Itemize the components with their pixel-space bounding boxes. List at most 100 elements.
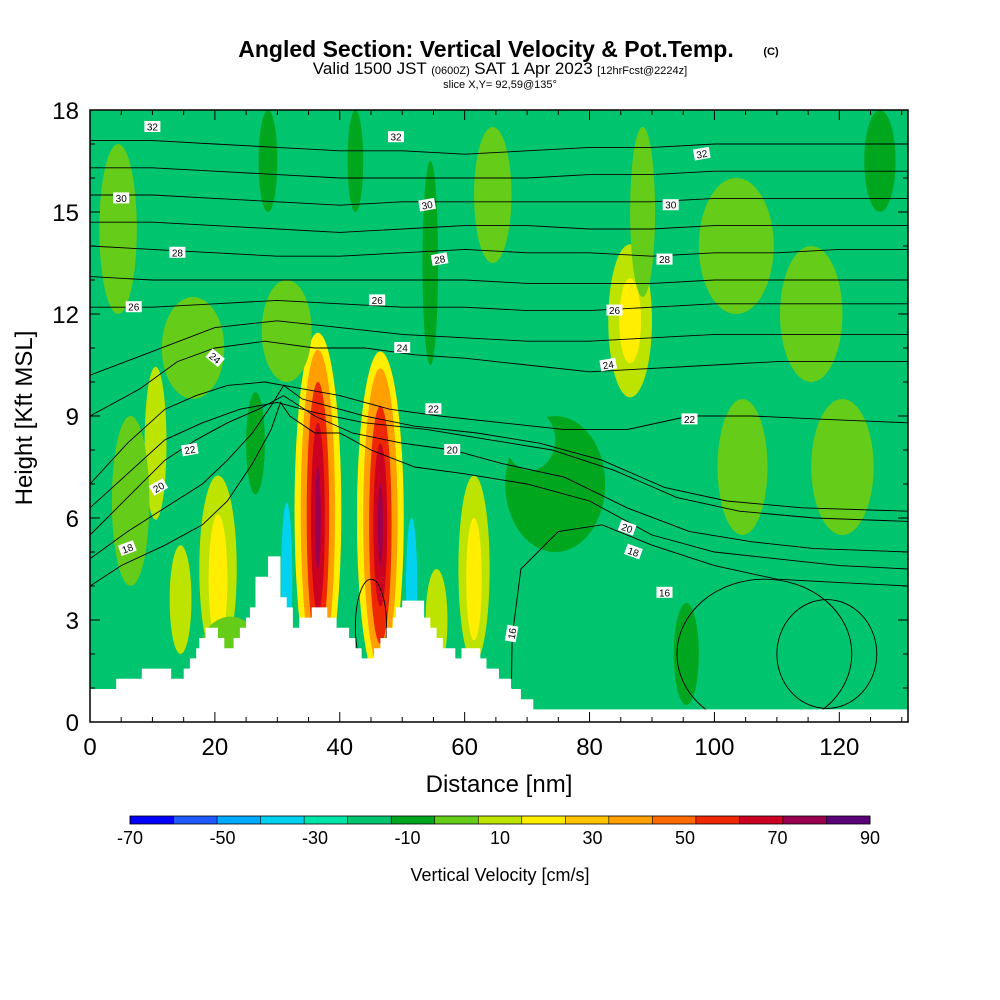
contour-label-text: 30 (421, 200, 434, 213)
contour-label: 32 (388, 131, 404, 144)
x-tick-label: 120 (819, 734, 859, 761)
theta-contour (90, 276, 908, 284)
contour-label: 26 (606, 304, 623, 317)
colorbar-tick-label: 70 (767, 828, 787, 848)
contour-label: 16 (504, 624, 520, 643)
chart-title: Angled Section: Vertical Velocity & Pot.… (238, 36, 733, 62)
velocity-cell (864, 110, 896, 212)
y-tick-label: 3 (66, 608, 79, 635)
x-tick-label: 40 (326, 734, 353, 761)
contour-label-bg (369, 294, 386, 306)
theta-contour-22 (90, 381, 908, 485)
contour-label-text: 24 (602, 360, 615, 373)
velocity-cell (619, 278, 642, 364)
contour-label-bg (180, 442, 199, 457)
contour-label-text: 30 (665, 201, 677, 212)
colorbar-swatch (826, 816, 871, 824)
contour-label: 28 (169, 246, 186, 259)
velocity-cell (630, 127, 656, 297)
contour-label: 16 (656, 586, 673, 599)
x-axis-label: Distance [nm] (426, 771, 573, 798)
contour-label-text: 16 (659, 588, 671, 599)
contour-label: 30 (418, 197, 436, 213)
colorbar-tick-label: -30 (302, 828, 328, 848)
contour-label: 18 (117, 540, 137, 557)
contour-label: 30 (113, 192, 130, 205)
contour-label-bg (148, 478, 169, 496)
contour-label-bg (205, 348, 225, 368)
contour-label-text: 22 (684, 415, 696, 426)
y-tick-label: 6 (66, 506, 79, 533)
colorbar-swatch (391, 816, 436, 824)
theta-contour-18 (90, 401, 908, 587)
theta-contour-28 (90, 245, 908, 257)
colorbar-tick-label: 30 (582, 828, 602, 848)
colorbar-swatch (434, 816, 479, 824)
y-axis-label: Height [Kft MSL] (11, 331, 38, 506)
x-axis: 0 20 40 60 80 100 120 (83, 110, 903, 761)
theta-contour (90, 320, 908, 376)
contour-label-text: 18 (626, 546, 641, 560)
velocity-field (99, 110, 896, 705)
contour-label-text: 26 (609, 306, 621, 317)
contour-label: 24 (599, 357, 618, 373)
velocity-cell (169, 545, 192, 654)
theta-contour-closed (776, 599, 878, 709)
contour-label-text: 20 (152, 481, 168, 496)
colorbar-tick-label: 90 (860, 828, 880, 848)
theta-contour (90, 167, 908, 179)
colorbar-tick-label: -10 (394, 828, 420, 848)
contour-label-text: 28 (659, 255, 671, 266)
colorbar-tick-label: -50 (209, 828, 235, 848)
contour-label-bg (656, 586, 673, 598)
contour-label-bg (418, 197, 436, 212)
contour-label-text: 32 (390, 133, 402, 144)
contour-label-text: 22 (428, 405, 440, 416)
velocity-cell (811, 399, 874, 535)
contour-label-bg (444, 444, 461, 455)
potential-temperature-contours (90, 140, 908, 722)
contour-label: 22 (180, 442, 199, 457)
colorbar-swatch (260, 816, 305, 824)
contour-label: 32 (144, 121, 161, 134)
colorbar-tick-label: 10 (490, 828, 510, 848)
contour-label-bg (388, 131, 404, 143)
theta-contour-16 (511, 524, 908, 689)
contour-label: 20 (444, 444, 461, 457)
colorbar-swatch (521, 816, 566, 824)
contour-label-bg (169, 246, 186, 258)
valid-time-line: Valid 1500 JST (0600Z) SAT 1 Apr 2023 [1… (313, 59, 687, 78)
contour-label-text: 20 (620, 522, 635, 536)
contour-label-text: 26 (372, 296, 384, 307)
colorbar-swatch (173, 816, 218, 824)
colorbar-tick-label: 50 (675, 828, 695, 848)
contour-label: 28 (430, 252, 449, 267)
velocity-cell (377, 484, 383, 566)
contour-label: 20 (148, 478, 169, 496)
contour-label-text: 28 (433, 254, 446, 267)
theta-contour-32 (90, 140, 908, 155)
colorbar-tick-label: -70 (117, 828, 143, 848)
x-tick-label: 80 (576, 734, 603, 761)
contour-label: 22 (425, 403, 442, 416)
valid-date: SAT 1 Apr 2023 (474, 59, 592, 78)
theta-contour (90, 221, 908, 233)
contour-label-text: 26 (128, 303, 140, 314)
colorbar-swatch (304, 816, 349, 824)
contour-label-bg (430, 252, 449, 266)
contour-label: 26 (369, 294, 386, 307)
velocity-cell (717, 399, 768, 535)
theta-contour-closed (676, 578, 853, 722)
contour-label-text: 18 (121, 542, 136, 556)
contour-label: 30 (662, 199, 679, 212)
theta-contour (90, 384, 908, 560)
velocity-cell (422, 161, 439, 365)
colorbar-swatch (652, 816, 697, 824)
contour-label: 24 (394, 342, 411, 355)
theta-contour-30 (90, 194, 908, 206)
valid-time-zulu: (0600Z) (431, 65, 470, 77)
contour-label-bg (425, 403, 442, 415)
